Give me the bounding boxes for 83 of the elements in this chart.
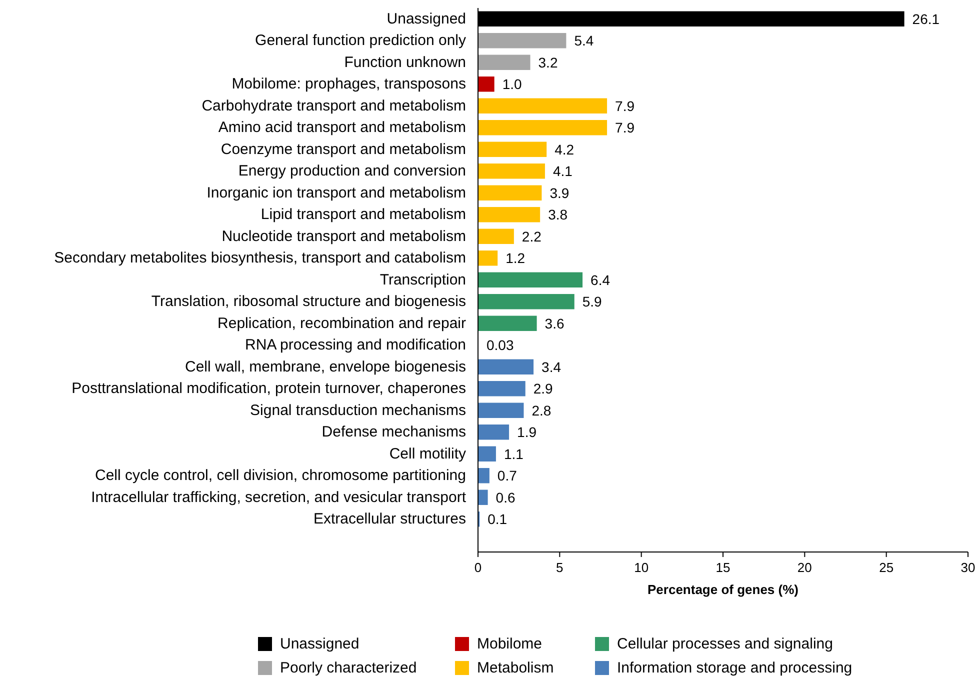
bar bbox=[478, 468, 490, 484]
bar bbox=[478, 250, 498, 266]
y-tick-label: Defense mechanisms bbox=[322, 424, 466, 441]
y-tick-label: Amino acid transport and metabolism bbox=[218, 119, 466, 136]
legend-label: Cellular processes and signaling bbox=[617, 636, 833, 652]
bar bbox=[478, 76, 494, 92]
y-tick-label: General function prediction only bbox=[255, 32, 466, 50]
legend-label: Mobilome bbox=[477, 636, 542, 652]
legend-label: Information storage and processing bbox=[617, 660, 852, 676]
data-label: 2.9 bbox=[533, 380, 554, 397]
x-tick-label: 10 bbox=[634, 560, 649, 575]
bar bbox=[478, 402, 524, 418]
y-tick-label: Cell motility bbox=[389, 445, 466, 462]
y-tick-label: Secondary metabolites biosynthesis, transport and catabolism bbox=[54, 250, 466, 267]
data-label: 1.2 bbox=[506, 250, 526, 266]
y-tick-label: Extracellular structures bbox=[313, 510, 466, 528]
y-tick-label: Inorganic ion transport and metabolism bbox=[206, 184, 466, 202]
bar bbox=[478, 164, 545, 179]
data-label: 6.4 bbox=[590, 272, 610, 288]
bar bbox=[478, 207, 540, 222]
data-label: 0.1 bbox=[488, 511, 508, 528]
bar bbox=[478, 98, 608, 114]
legend-label: Metabolism bbox=[477, 660, 554, 676]
x-tick-label: 20 bbox=[797, 560, 812, 575]
x-tick-label: 25 bbox=[879, 560, 894, 575]
bar bbox=[478, 33, 566, 48]
data-label: 2.2 bbox=[522, 228, 542, 244]
y-tick-label: Posttranslational modification, protein turnover, chaperones bbox=[72, 380, 466, 398]
x-tick-label: 30 bbox=[960, 560, 976, 575]
data-label: 4.1 bbox=[552, 163, 573, 180]
y-tick-label: Cell wall, membrane, envelope biogenesis bbox=[185, 358, 466, 376]
data-label: 3.4 bbox=[542, 358, 562, 375]
data-label: 0.7 bbox=[497, 468, 518, 484]
bar bbox=[478, 228, 514, 244]
y-tick-label: Coenzyme transport and metabolism bbox=[220, 140, 466, 158]
data-label: 26.1 bbox=[912, 10, 940, 27]
bar bbox=[478, 294, 574, 310]
bar bbox=[478, 142, 547, 157]
legend-label: Poorly characterized bbox=[280, 660, 417, 676]
y-tick-label: Translation, ribosomal structure and biogenesis bbox=[151, 293, 466, 310]
y-tick-label: RNA processing and modification bbox=[245, 336, 466, 354]
data-label: 3.6 bbox=[544, 315, 564, 332]
y-tick-label: Lipid transport and metabolism bbox=[260, 206, 466, 224]
data-label: 1.1 bbox=[504, 446, 524, 462]
y-tick-label: Unassigned bbox=[386, 10, 466, 28]
data-label: 0.03 bbox=[486, 337, 514, 354]
bar bbox=[478, 359, 534, 374]
y-tick-label: Signal transduction mechanisms bbox=[250, 402, 466, 419]
x-axis-title: Percentage of genes (%) bbox=[648, 582, 798, 597]
bar bbox=[478, 490, 488, 505]
data-label: 3.2 bbox=[538, 54, 558, 70]
data-label: 3.8 bbox=[548, 206, 568, 223]
y-tick-label: Carbohydrate transport and metabolism bbox=[202, 97, 466, 114]
x-tick-label: 15 bbox=[716, 560, 730, 575]
data-label: 4.2 bbox=[554, 141, 574, 158]
y-tick-label: Intracellular trafficking, secretion, and vesicular transport bbox=[91, 488, 467, 506]
x-tick-label: 5 bbox=[556, 560, 564, 575]
data-label: 5.9 bbox=[582, 294, 602, 310]
bar bbox=[478, 381, 526, 396]
data-label: 5.4 bbox=[574, 32, 594, 49]
y-tick-label: Mobilome: prophages, transposons bbox=[232, 76, 466, 93]
y-tick-label: Function unknown bbox=[344, 54, 466, 71]
data-label: 7.9 bbox=[615, 98, 635, 114]
data-label: 0.6 bbox=[496, 489, 516, 506]
data-label: 1.0 bbox=[502, 76, 522, 92]
data-label: 1.9 bbox=[517, 424, 537, 440]
data-label: 3.9 bbox=[550, 184, 570, 201]
y-tick-label: Energy production and conversion bbox=[238, 162, 466, 180]
bar bbox=[478, 446, 496, 462]
bar bbox=[478, 120, 608, 136]
y-tick-label: Nucleotide transport and metabolism bbox=[222, 228, 466, 245]
x-tick-label: 0 bbox=[474, 560, 482, 575]
data-label: 2.8 bbox=[532, 402, 552, 418]
legend-label: Unassigned bbox=[280, 636, 360, 652]
y-tick-label: Transcription bbox=[380, 271, 466, 288]
bar bbox=[478, 54, 530, 70]
bar bbox=[478, 316, 537, 331]
bar bbox=[478, 185, 542, 200]
bar bbox=[478, 424, 510, 440]
bar bbox=[478, 272, 583, 288]
y-tick-label: Replication, recombination and repair bbox=[218, 314, 466, 332]
y-tick-label: Cell cycle control, cell division, chromosome partitioning bbox=[95, 467, 466, 484]
data-label: 7.9 bbox=[615, 120, 635, 136]
